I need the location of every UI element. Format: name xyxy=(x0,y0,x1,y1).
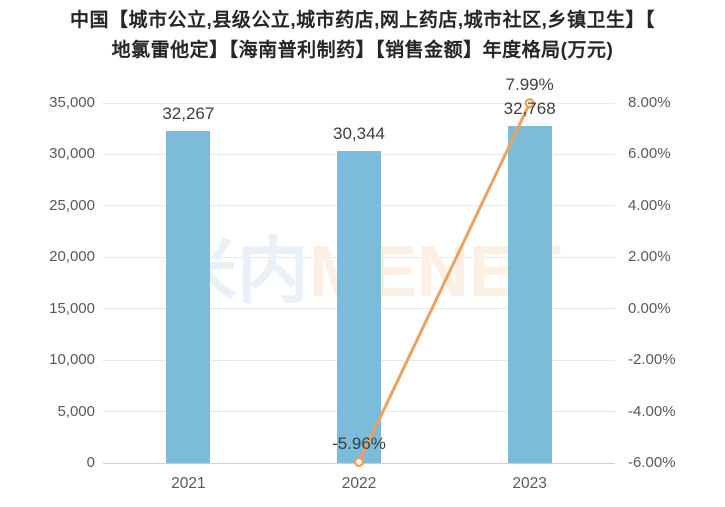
x-axis-category-label: 2022 xyxy=(341,475,377,492)
right-axis-tick-label: 0.00% xyxy=(628,299,671,317)
left-axis-tick-label: 5,000 xyxy=(57,402,95,420)
right-axis-tick-label: 2.00% xyxy=(628,248,671,266)
left-axis-tick-label: 20,000 xyxy=(49,248,95,266)
left-axis-tick-label: 30,000 xyxy=(49,145,95,163)
right-axis-tick-label: -2.00% xyxy=(628,351,676,369)
chart-title-line1: 中国【城市公立,县级公立,城市药店,网上药店,城市社区,乡镇卫生】【 xyxy=(70,10,655,31)
left-axis-tick-label: 0 xyxy=(86,454,95,471)
left-axis-tick-label: 25,000 xyxy=(49,196,95,214)
right-axis-tick-label: 4.00% xyxy=(628,196,671,214)
x-axis-category-label: 2021 xyxy=(171,475,206,492)
growth-value-label: -5.96% xyxy=(332,433,386,453)
left-axis-tick-label: 15,000 xyxy=(49,299,95,317)
left-axis-tick-label: 10,000 xyxy=(49,351,95,369)
sales-bar xyxy=(337,150,381,463)
bar-value-label: 32,267 xyxy=(162,104,215,124)
right-axis-tick-label: 6.00% xyxy=(628,145,671,163)
bar-value-label: 30,344 xyxy=(333,123,385,143)
sales-bar xyxy=(166,131,211,463)
chart-title-line2: 地氯雷他定】【海南普利制药】【销售金额】年度格局(万元) xyxy=(111,40,614,61)
growth-value-label: 7.99% xyxy=(505,75,554,95)
growth-line xyxy=(357,102,532,463)
bar-value-label: 32,768 xyxy=(503,98,556,118)
right-axis-tick-label: -4.00% xyxy=(628,402,676,420)
sales-bar xyxy=(507,125,552,463)
x-axis-category-label: 2023 xyxy=(512,475,547,492)
left-axis-tick-label: 35,000 xyxy=(49,94,95,111)
gridline xyxy=(103,102,615,104)
growth-line-marker xyxy=(353,456,365,468)
right-axis-tick-label: -6.00% xyxy=(628,454,676,471)
chart-title: 中国【城市公立,县级公立,城市药店,网上药店,城市社区,乡镇卫生】【 地氯雷他定… xyxy=(0,6,725,66)
growth-line-marker xyxy=(524,98,535,109)
right-axis-tick-label: 8.00% xyxy=(628,94,671,111)
